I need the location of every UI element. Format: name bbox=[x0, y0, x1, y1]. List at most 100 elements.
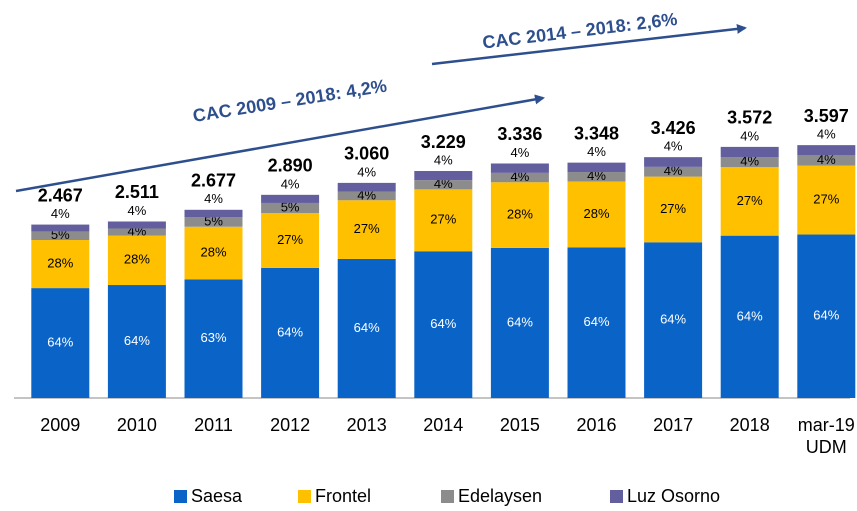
bar-segment bbox=[644, 157, 703, 167]
x-tick-label: 2009 bbox=[40, 415, 81, 435]
bar-segment bbox=[31, 231, 90, 241]
total-label: 3.597 bbox=[804, 106, 849, 126]
segment-label: 64% bbox=[354, 320, 380, 335]
bar-segment bbox=[31, 288, 90, 398]
bar-segment bbox=[490, 182, 549, 248]
bar-segment bbox=[107, 235, 166, 286]
bar-segment bbox=[337, 200, 396, 259]
bar-segment bbox=[184, 279, 243, 398]
bar-segment bbox=[184, 209, 243, 218]
segment-label: 4% bbox=[434, 152, 453, 167]
segment-label: 27% bbox=[277, 232, 303, 247]
bar-segment bbox=[337, 191, 396, 201]
x-tick-label: mar-19 UDM bbox=[797, 415, 855, 457]
segment-label: 27% bbox=[813, 191, 839, 206]
total-label: 2.467 bbox=[38, 185, 83, 205]
arrow bbox=[431, 23, 747, 66]
total-label: 2.890 bbox=[268, 156, 313, 176]
x-tick-label: 2018 bbox=[729, 415, 770, 435]
legend-swatch bbox=[174, 490, 187, 503]
segment-label: 4% bbox=[128, 203, 147, 218]
segment-label: 4% bbox=[281, 176, 300, 191]
legend-label: Frontel bbox=[315, 486, 371, 506]
segment-label: 28% bbox=[507, 207, 533, 222]
legend-swatch bbox=[298, 490, 311, 503]
total-label: 3.348 bbox=[574, 123, 619, 143]
segment-label: 4% bbox=[204, 191, 223, 206]
bar-segment bbox=[107, 228, 166, 236]
legend-label: Luz Osorno bbox=[627, 486, 720, 506]
segment-label: 4% bbox=[357, 164, 376, 179]
bar-segment bbox=[490, 247, 549, 398]
segment-label: 64% bbox=[430, 316, 456, 331]
bar-segment bbox=[107, 285, 166, 398]
segment-label: 64% bbox=[813, 308, 839, 323]
bar-segment bbox=[720, 167, 779, 236]
bar-segment bbox=[414, 180, 473, 190]
segment-label: 64% bbox=[583, 314, 609, 329]
segment-label: 27% bbox=[430, 212, 456, 227]
bar-segment bbox=[567, 247, 626, 398]
bar-segment bbox=[414, 251, 473, 398]
bar-segment bbox=[261, 202, 320, 214]
bar-segment bbox=[337, 182, 396, 192]
bar-segment bbox=[107, 221, 166, 229]
bar-segment bbox=[490, 163, 549, 173]
segment-label: 4% bbox=[817, 127, 836, 142]
segment-label: 5% bbox=[281, 199, 300, 214]
bar-segment bbox=[261, 213, 320, 268]
annotation: CAC 2009 – 2018: 4,2% bbox=[191, 76, 388, 126]
bar-segment bbox=[261, 267, 320, 398]
bar-segment bbox=[414, 171, 473, 181]
x-tick-label: 2011 bbox=[194, 415, 233, 435]
segment-label: 27% bbox=[354, 221, 380, 236]
segment-label: 4% bbox=[664, 139, 683, 154]
bar-segment bbox=[337, 258, 396, 398]
legend-swatch bbox=[610, 490, 623, 503]
bar-segment bbox=[644, 242, 703, 398]
bar-segment bbox=[644, 166, 703, 177]
x-tick-label: 2010 bbox=[116, 415, 157, 435]
bar-segment bbox=[720, 235, 779, 398]
segment-label: 4% bbox=[740, 128, 759, 143]
total-label: 3.336 bbox=[497, 124, 542, 144]
segment-label: 4% bbox=[511, 145, 530, 160]
segment-label: 4% bbox=[817, 152, 836, 167]
segment-label: 4% bbox=[51, 206, 70, 221]
x-tick-label: 2017 bbox=[653, 415, 694, 435]
total-label: 3.426 bbox=[651, 118, 696, 138]
x-tick-label: 2015 bbox=[499, 415, 540, 435]
bar-segment bbox=[797, 165, 856, 235]
bar-segment bbox=[797, 234, 856, 398]
legend-swatch bbox=[441, 490, 454, 503]
segment-label: 28% bbox=[124, 252, 150, 267]
legend-label: Edelaysen bbox=[458, 486, 542, 506]
segment-label: 4% bbox=[587, 144, 606, 159]
x-tick-label: 2016 bbox=[576, 415, 617, 435]
bar-segment bbox=[31, 240, 90, 289]
x-tick-label: 2013 bbox=[346, 415, 387, 435]
bar-segment bbox=[184, 226, 243, 280]
segment-label: 64% bbox=[277, 324, 303, 339]
segment-label: 64% bbox=[124, 333, 150, 348]
bar-segment bbox=[797, 145, 856, 156]
total-label: 3.229 bbox=[421, 132, 466, 152]
segment-label: 64% bbox=[47, 334, 73, 349]
total-label: 3.572 bbox=[727, 108, 772, 128]
segment-label: 64% bbox=[507, 314, 533, 329]
arrow bbox=[15, 94, 545, 193]
bar-segment bbox=[720, 157, 779, 168]
x-tick-label: 2012 bbox=[270, 415, 311, 435]
segment-label: 4% bbox=[740, 154, 759, 169]
bar-segment bbox=[414, 189, 473, 252]
segment-label: 64% bbox=[660, 312, 686, 327]
segment-label: 4% bbox=[664, 163, 683, 178]
total-label: 2.677 bbox=[191, 171, 236, 191]
bar-segment bbox=[644, 176, 703, 243]
segment-label: 28% bbox=[200, 245, 226, 260]
segment-label: 64% bbox=[737, 308, 763, 323]
total-label: 2.511 bbox=[115, 182, 159, 202]
total-label: 3.060 bbox=[344, 144, 389, 164]
